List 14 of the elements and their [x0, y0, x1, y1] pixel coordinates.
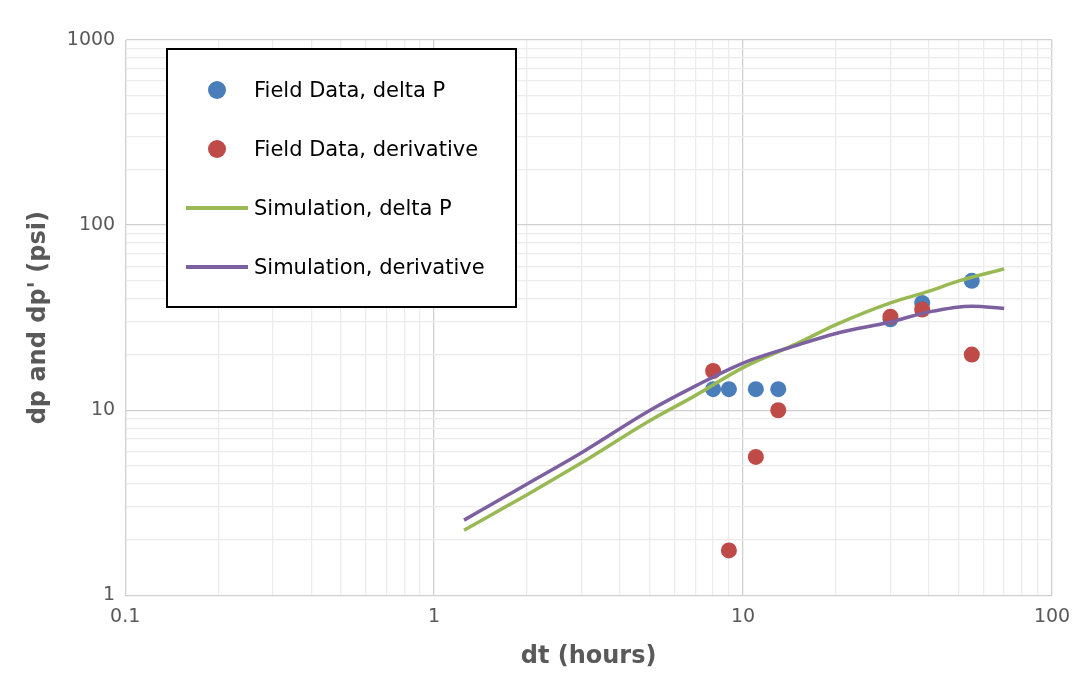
y-axis-title: dp and dp' (psi) — [22, 211, 51, 425]
x-tick-label: 0.1 — [110, 603, 141, 626]
y-tick-label: 10 — [90, 397, 116, 420]
y-tick-label: 1000 — [66, 26, 116, 49]
legend-label: Field Data, derivative — [254, 136, 479, 161]
x-tick-label: 100 — [1033, 603, 1071, 626]
legend-label: Simulation, delta P — [254, 195, 452, 220]
legend-label: Simulation, derivative — [254, 254, 485, 279]
legend-label: Field Data, delta P — [254, 77, 446, 102]
x-tick-label: 1 — [428, 603, 441, 626]
y-tick-label: 100 — [78, 212, 116, 235]
x-tick-label: 10 — [730, 603, 756, 626]
x-axis-title: dt (hours) — [520, 640, 657, 669]
y-tick-label: 1 — [103, 582, 116, 605]
